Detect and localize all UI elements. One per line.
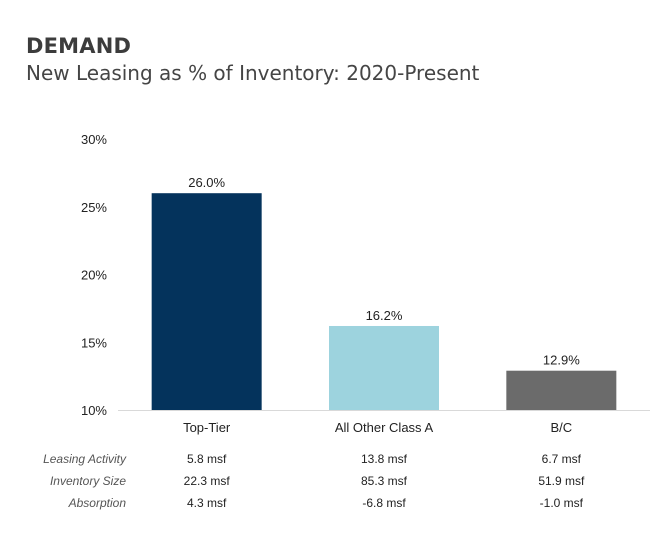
chart-header: DEMAND New Leasing as % of Inventory: 20… bbox=[26, 34, 479, 86]
bar bbox=[151, 193, 262, 410]
table-cell: 22.3 msf bbox=[184, 474, 231, 488]
bar bbox=[506, 370, 617, 410]
y-tick-label: 10% bbox=[81, 403, 107, 418]
table-cell: 51.9 msf bbox=[538, 474, 585, 488]
chart-title: New Leasing as % of Inventory: 2020-Pres… bbox=[26, 61, 480, 85]
bar bbox=[329, 325, 439, 410]
x-category-label: All Other Class A bbox=[335, 420, 434, 435]
bar-value-label: 16.2% bbox=[366, 308, 403, 323]
x-category-label: B/C bbox=[550, 420, 572, 435]
y-tick-label: 30% bbox=[81, 132, 107, 147]
table-cell: 13.8 msf bbox=[361, 452, 408, 466]
y-tick-label: 25% bbox=[81, 200, 107, 215]
table-row-label: Leasing Activity bbox=[43, 452, 127, 466]
bar-value-label: 26.0% bbox=[188, 175, 225, 190]
table-cell: 85.3 msf bbox=[361, 474, 408, 488]
table-row-label: Inventory Size bbox=[50, 474, 126, 488]
table-cell: 5.8 msf bbox=[187, 452, 227, 466]
bar-value-label: 12.9% bbox=[543, 353, 580, 368]
y-tick-label: 20% bbox=[81, 268, 107, 283]
table-row-label: Absorption bbox=[68, 496, 127, 510]
y-tick-label: 15% bbox=[81, 335, 107, 350]
section-eyebrow: DEMAND bbox=[26, 34, 132, 58]
x-category-label: Top-Tier bbox=[183, 420, 231, 435]
table-cell: 6.7 msf bbox=[542, 452, 582, 466]
table-cell: -6.8 msf bbox=[362, 496, 406, 510]
table-cell: -1.0 msf bbox=[540, 496, 584, 510]
table-cell: 4.3 msf bbox=[187, 496, 227, 510]
